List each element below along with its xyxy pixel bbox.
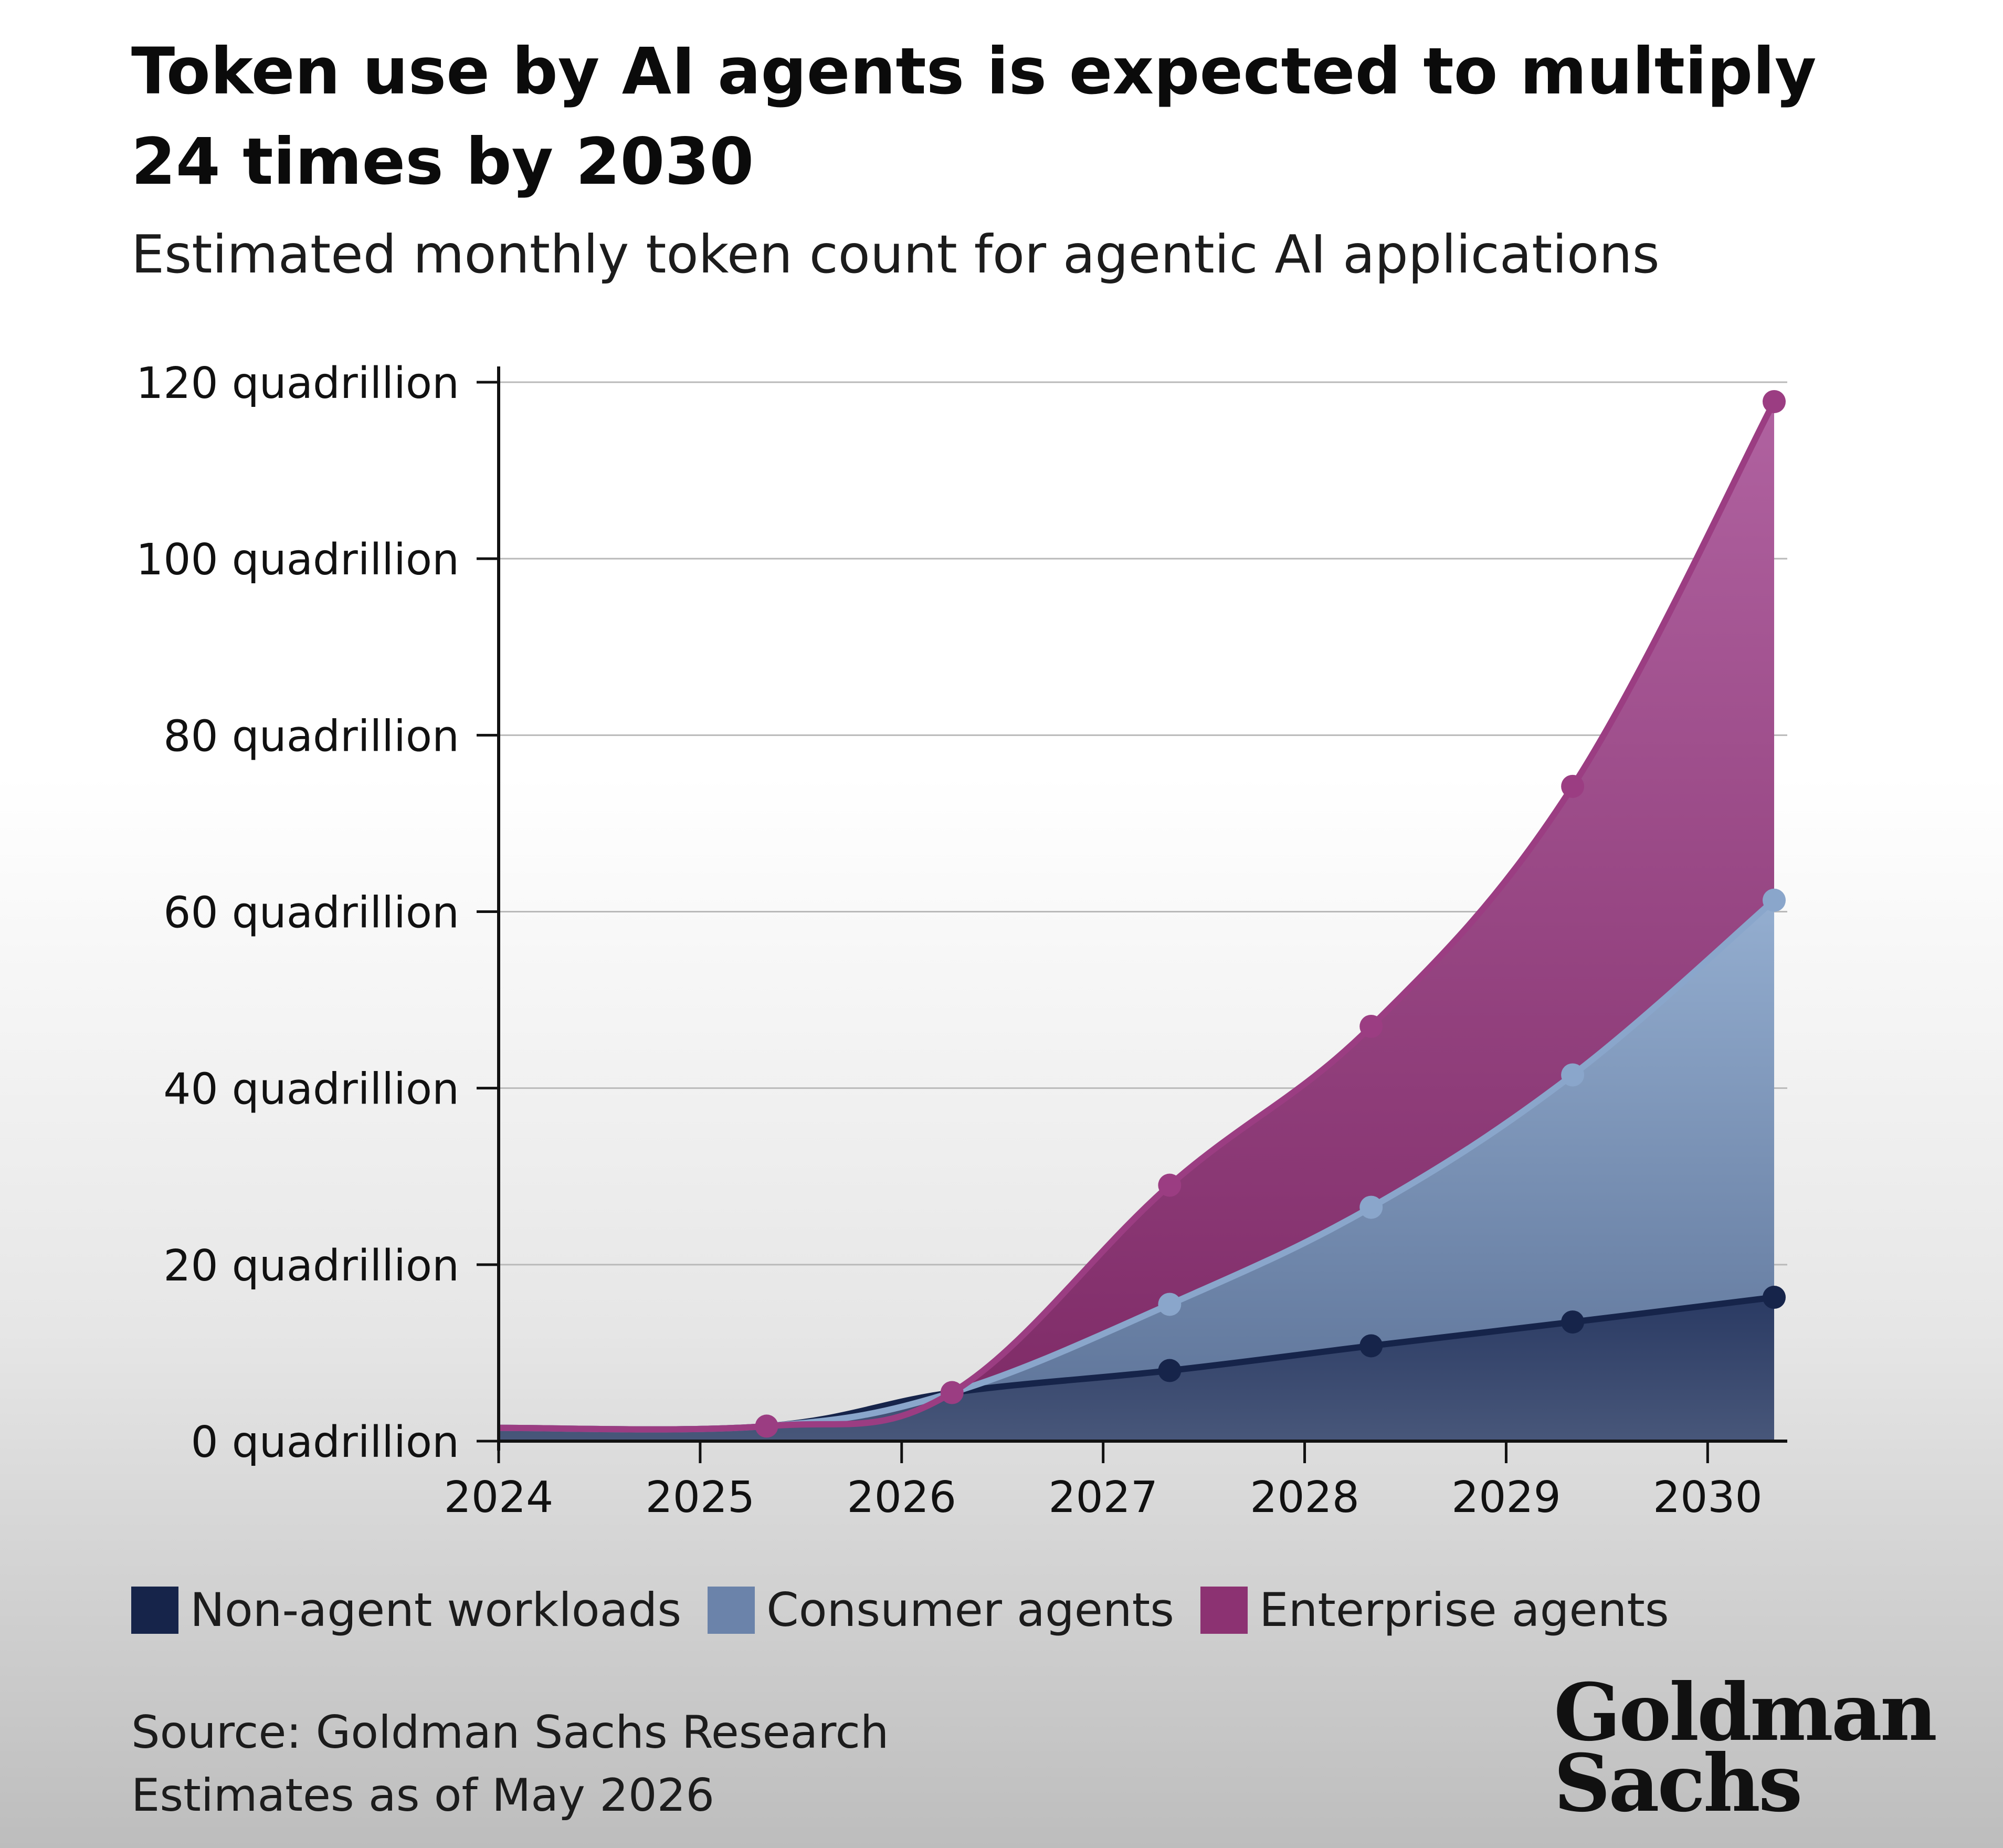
y-tick-label: 120 quadrillion (136, 359, 459, 408)
consumer-agents-point (1158, 1293, 1182, 1316)
x-tick-label: 2026 (847, 1473, 956, 1522)
series-points (755, 390, 1786, 1438)
x-tick-label: 2028 (1250, 1473, 1359, 1522)
legend: Non-agent workloads Consumer agents Ente… (131, 1583, 1695, 1637)
goldman-sachs-logo: Goldman Sachs (1554, 1666, 1937, 1830)
y-tick-label: 40 quadrillion (163, 1065, 459, 1115)
y-tick-label: 20 quadrillion (163, 1241, 459, 1291)
non-agent-workloads-point (1359, 1334, 1383, 1358)
non-agent-workloads-point (1158, 1359, 1182, 1382)
y-axis-ticks: 0 quadrillion 20 quadrillion 40 quadrillio… (136, 359, 499, 1467)
y-tick-label: 80 quadrillion (163, 711, 459, 761)
source-note: Source: Goldman Sachs Research Estimates… (131, 1701, 889, 1827)
enterprise-agents-point (1359, 1015, 1383, 1038)
y-tick-label: 100 quadrillion (136, 535, 459, 585)
non-agent-workloads-point (1561, 1310, 1585, 1334)
legend-label-enterprise: Enterprise agents (1259, 1583, 1669, 1637)
chart-title: Token use by AI agents is expected to mu… (131, 34, 1817, 199)
enterprise-agents-point (1158, 1173, 1182, 1197)
x-axis-ticks: 2024 2025 2026 2027 2028 2029 2030 (444, 1441, 1763, 1522)
x-tick-label: 2025 (646, 1473, 755, 1522)
series-areas (499, 401, 1774, 1441)
x-tick-label: 2027 (1048, 1473, 1158, 1522)
enterprise-agents-area (499, 401, 1774, 1430)
estimates-line: Estimates as of May 2026 (131, 1769, 715, 1822)
y-tick-label: 0 quadrillion (191, 1418, 459, 1467)
source-line: Source: Goldman Sachs Research (131, 1706, 889, 1759)
area-chart: 0 quadrillion 20 quadrillion 40 quadrillio… (136, 359, 1787, 1522)
axes (497, 366, 1787, 1451)
consumer-agents-area (499, 900, 1774, 1430)
legend-swatch-consumer (708, 1586, 755, 1634)
non-agent-workloads-point (1763, 1286, 1786, 1309)
consumer-agents-point (1763, 888, 1786, 912)
x-tick-label: 2024 (444, 1473, 554, 1522)
legend-swatch-enterprise (1200, 1586, 1248, 1634)
legend-item-enterprise: Enterprise agents (1200, 1583, 1669, 1637)
enterprise-agents-point (940, 1381, 964, 1404)
x-tick-label: 2030 (1653, 1473, 1763, 1522)
legend-label-non-agent: Non-agent workloads (190, 1583, 682, 1637)
consumer-agents-point (1561, 1063, 1585, 1087)
legend-label-consumer: Consumer agents (766, 1583, 1174, 1637)
x-tick-label: 2029 (1451, 1473, 1561, 1522)
legend-swatch-non-agent (131, 1586, 178, 1634)
y-tick-label: 60 quadrillion (163, 888, 459, 938)
enterprise-agents-point (755, 1414, 778, 1438)
chart-subtitle: Estimated monthly token count for agenti… (131, 224, 1660, 285)
legend-item-non-agent: Non-agent workloads (131, 1583, 681, 1637)
legend-item-consumer: Consumer agents (708, 1583, 1174, 1637)
non-agent-workloads-area (499, 1297, 1774, 1441)
enterprise-agents-point (1763, 390, 1786, 413)
consumer-agents-point (1359, 1195, 1383, 1219)
enterprise-agents-point (1561, 774, 1585, 798)
